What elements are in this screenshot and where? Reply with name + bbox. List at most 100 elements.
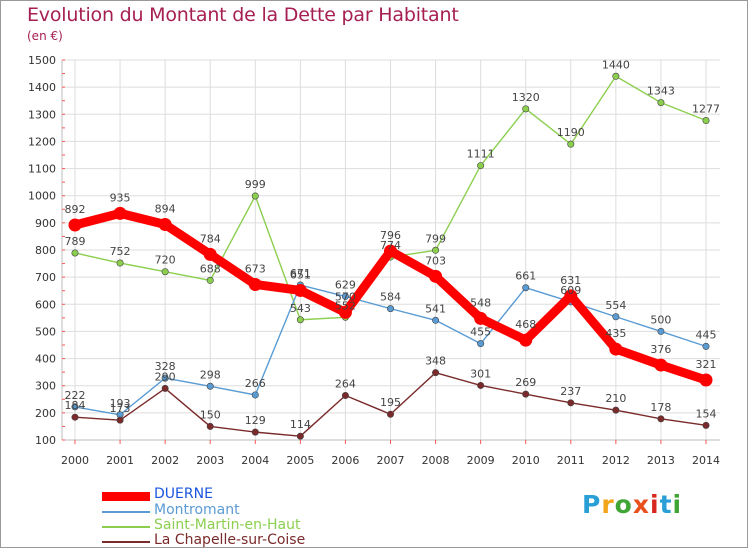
x-tick-label: 2001 — [106, 454, 134, 467]
data-point-saint-martin-en-haut — [657, 99, 665, 107]
y-tick-label: 1400 — [28, 81, 56, 94]
x-tick-label: 2013 — [647, 454, 675, 467]
logo-letter: i — [650, 490, 660, 519]
data-label-la-chapelle-sur-coise: 210 — [605, 392, 626, 405]
data-point-saint-martin-en-haut — [702, 117, 710, 125]
x-tick-label: 2010 — [512, 454, 540, 467]
data-point-la-chapelle-sur-coise — [386, 410, 394, 418]
data-label-saint-martin-en-haut: 688 — [200, 262, 221, 275]
x-tick-label: 2012 — [602, 454, 630, 467]
data-label-saint-martin-en-haut: 1343 — [647, 85, 675, 98]
data-point-duerne — [113, 206, 127, 220]
data-point-montromant — [657, 327, 665, 335]
data-label-la-chapelle-sur-coise: 301 — [470, 367, 491, 380]
data-point-la-chapelle-sur-coise — [567, 399, 575, 407]
x-tick-label: 2008 — [422, 454, 450, 467]
data-label-montromant: 541 — [425, 302, 446, 315]
y-tick-label: 1100 — [28, 163, 56, 176]
data-label-la-chapelle-sur-coise: 290 — [155, 370, 176, 383]
data-label-la-chapelle-sur-coise: 150 — [200, 408, 221, 421]
data-label-montromant: 661 — [515, 270, 536, 283]
data-label-la-chapelle-sur-coise: 184 — [65, 399, 86, 412]
data-label-saint-martin-en-haut: 1277 — [692, 103, 720, 116]
data-label-duerne: 548 — [470, 296, 491, 309]
data-point-saint-martin-en-haut — [206, 276, 214, 284]
y-tick-label: 800 — [35, 244, 56, 257]
data-point-duerne — [699, 373, 713, 387]
data-label-saint-martin-en-haut: 752 — [110, 245, 131, 258]
data-point-duerne — [609, 342, 623, 356]
y-tick-label: 100 — [35, 434, 56, 447]
y-tick-label: 600 — [35, 298, 56, 311]
data-point-duerne — [158, 217, 172, 231]
logo-letter: t — [659, 490, 673, 519]
data-label-la-chapelle-sur-coise: 237 — [560, 385, 581, 398]
data-label-duerne: 376 — [650, 343, 671, 356]
legend-label: Saint-Martin-en-Haut — [154, 517, 301, 533]
data-point-saint-martin-en-haut — [161, 268, 169, 276]
data-point-montromant — [341, 292, 349, 300]
y-tick-label: 200 — [35, 407, 56, 420]
data-label-duerne: 784 — [200, 232, 221, 245]
data-label-montromant: 193 — [110, 397, 131, 410]
legend-label: DUERNE — [154, 486, 213, 502]
data-label-duerne: 892 — [65, 203, 86, 216]
x-tick-label: 2000 — [61, 454, 89, 467]
data-point-saint-martin-en-haut — [612, 72, 620, 80]
x-tick-label: 2011 — [557, 454, 585, 467]
y-tick-label: 1200 — [28, 135, 56, 148]
data-label-saint-martin-en-haut: 552 — [335, 299, 356, 312]
data-point-saint-martin-en-haut — [477, 162, 485, 170]
data-label-saint-martin-en-haut: 999 — [245, 178, 266, 191]
x-tick-label: 2002 — [151, 454, 179, 467]
logo-letter: o — [614, 490, 633, 519]
data-label-la-chapelle-sur-coise: 195 — [380, 396, 401, 409]
data-label-saint-martin-en-haut: 1111 — [467, 148, 495, 161]
x-tick-label: 2006 — [331, 454, 359, 467]
data-point-montromant — [702, 342, 710, 350]
y-tick-label: 700 — [35, 271, 56, 284]
data-label-montromant: 629 — [335, 278, 356, 291]
data-label-montromant: 500 — [650, 313, 671, 326]
data-label-duerne: 894 — [155, 202, 176, 215]
data-point-montromant — [522, 284, 530, 292]
data-point-montromant — [161, 374, 169, 382]
data-label-la-chapelle-sur-coise: 173 — [110, 402, 131, 415]
data-point-duerne — [293, 283, 307, 297]
data-point-la-chapelle-sur-coise — [71, 413, 79, 421]
x-tick-label: 2003 — [196, 454, 224, 467]
data-label-montromant: 445 — [696, 328, 717, 341]
data-label-la-chapelle-sur-coise: 269 — [515, 376, 536, 389]
data-label-duerne: 651 — [290, 268, 311, 281]
data-label-duerne: 796 — [380, 229, 401, 242]
legend-label: La Chapelle-sur-Coise — [154, 532, 306, 548]
proxiti-logo: Proxiti — [582, 490, 682, 519]
legend-swatch — [102, 491, 150, 501]
data-point-duerne — [429, 269, 443, 283]
data-label-saint-martin-en-haut: 789 — [65, 235, 86, 248]
data-label-montromant: 328 — [155, 360, 176, 373]
data-point-la-chapelle-sur-coise — [341, 391, 349, 399]
data-label-la-chapelle-sur-coise: 348 — [425, 355, 446, 368]
x-tick-label: 2007 — [377, 454, 405, 467]
data-point-duerne — [203, 247, 217, 261]
data-label-saint-martin-en-haut: 1320 — [512, 91, 540, 104]
legend-swatch — [102, 526, 150, 528]
data-point-montromant — [206, 382, 214, 390]
data-point-montromant — [612, 313, 620, 321]
y-tick-label: 500 — [35, 325, 56, 338]
data-label-la-chapelle-sur-coise: 154 — [696, 407, 717, 420]
legend-swatch — [102, 511, 150, 513]
data-label-duerne: 321 — [696, 358, 717, 371]
data-label-duerne: 673 — [245, 262, 266, 275]
legend-swatch — [102, 541, 150, 543]
data-label-montromant: 671 — [290, 267, 311, 280]
data-point-la-chapelle-sur-coise — [161, 384, 169, 392]
data-label-montromant: 455 — [470, 326, 491, 339]
data-point-la-chapelle-sur-coise — [251, 428, 259, 436]
data-label-duerne: 570 — [335, 290, 356, 303]
data-label-duerne: 631 — [560, 274, 581, 287]
data-point-duerne — [384, 244, 397, 258]
data-point-duerne — [68, 218, 82, 232]
